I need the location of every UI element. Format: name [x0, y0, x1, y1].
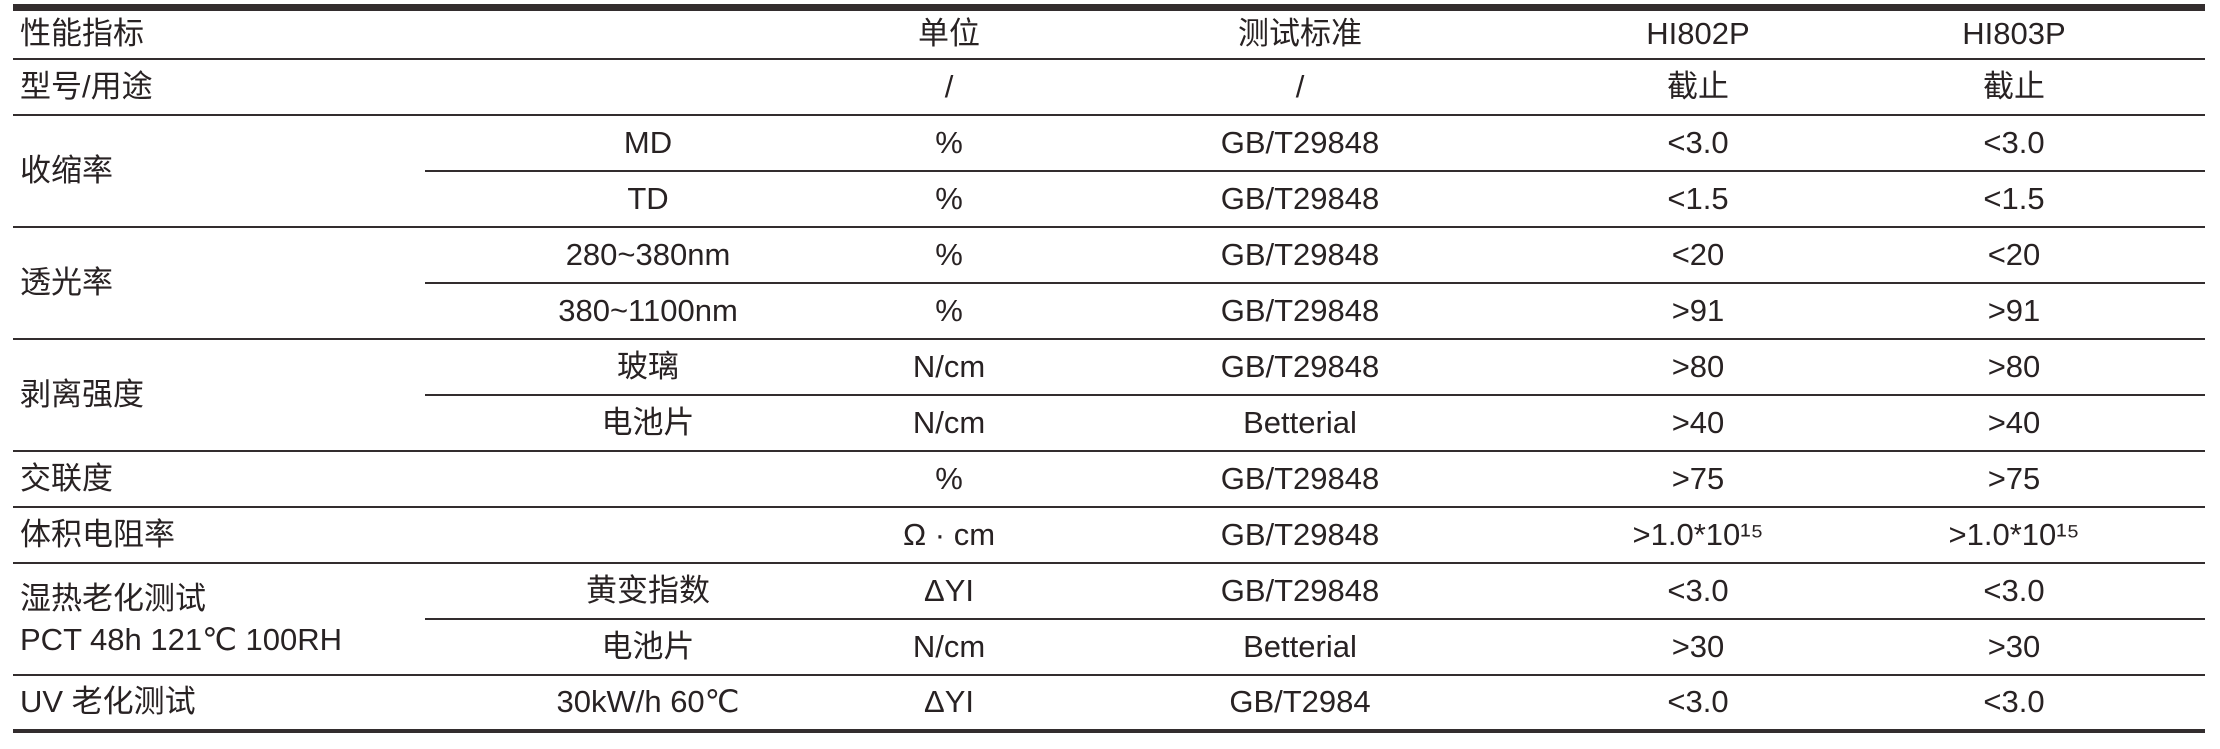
group-label-damp-heat-aging: 湿热老化测试 PCT 48h 121℃ 100RH — [13, 562, 425, 676]
cell-hi803p: <1.5 — [1823, 170, 2205, 228]
table-row: 剥离强度 玻璃 N/cm GB/T29848 >80 >80 — [13, 338, 2205, 452]
cell-standard: GB/T29848 — [1027, 170, 1573, 228]
cell-standard: GB/T29848 — [1027, 562, 1573, 620]
cell-sub: MD — [425, 114, 871, 172]
cell-standard: GB/T29848 — [1027, 114, 1573, 172]
cell-standard: / — [1027, 58, 1573, 116]
cell-label: UV 老化测试 — [20, 684, 196, 720]
cell-hi803p: >75 — [1823, 450, 2205, 508]
col-header-unit: 单位 — [871, 7, 1027, 60]
cell-hi803p: >80 — [1823, 338, 2205, 396]
cell-hi802p: <20 — [1573, 226, 1823, 284]
col-header-test-standard: 测试标准 — [1027, 7, 1573, 60]
col-header-model-hi803p: HI803P — [1823, 7, 2205, 60]
cell-hi802p: <3.0 — [1667, 684, 1729, 720]
cell-unit: % — [871, 114, 1027, 172]
cell-hi803p: <3.0 — [1983, 684, 2045, 720]
cell-hi803p: 截止 — [1823, 58, 2205, 116]
group-label-line1: 湿热老化测试 — [20, 580, 206, 616]
cell-unit: % — [871, 226, 1027, 284]
cell-sub: 30kW/h 60℃ — [556, 684, 740, 720]
cell-sub: 280~380nm — [425, 226, 871, 284]
cell-hi802p: <3.0 — [1573, 114, 1823, 172]
table-row: 交联度 % GB/T29848 >75 >75 — [13, 450, 2205, 508]
table-row: 电池片 N/cm Betterial >40 >40 — [13, 394, 2205, 452]
cell-sub: TD — [425, 170, 871, 228]
table-row: 收缩率 MD % GB/T29848 <3.0 <3.0 — [13, 114, 2205, 228]
table-row: 型号/用途 / / 截止 截止 — [13, 58, 2205, 116]
cell-standard: GB/T2984 — [1229, 684, 1371, 720]
cell-standard: GB/T29848 — [1027, 338, 1573, 396]
group-label-shrinkage: 收缩率 — [13, 114, 425, 228]
cell-hi803p: >91 — [1823, 282, 2205, 340]
cell-hi803p: <3.0 — [1823, 114, 2205, 172]
cell-hi802p: >91 — [1573, 282, 1823, 340]
spec-sheet-page: 性能指标 单位 测试标准 HI802P HI803P 型号/用途 / / 截止 … — [0, 4, 2220, 749]
cell-unit: ΔYI — [871, 562, 1027, 620]
cell-hi802p: 截止 — [1573, 58, 1823, 116]
cell-standard: GB/T29848 — [1027, 282, 1573, 340]
cell-hi802p: <1.5 — [1573, 170, 1823, 228]
table-row: 体积电阻率 Ω · cm GB/T29848 >1.0*10¹⁵ >1.0*10… — [13, 506, 2205, 564]
group-label-line2: PCT 48h 121℃ 100RH — [20, 621, 343, 657]
group-label-peel-strength: 剥离强度 — [13, 338, 425, 452]
cell-unit: N/cm — [871, 338, 1027, 396]
cell-hi803p: <20 — [1823, 226, 2205, 284]
group-label-transmittance: 透光率 — [13, 226, 425, 340]
table-row: TD % GB/T29848 <1.5 <1.5 — [13, 170, 2205, 228]
cell-label: 型号/用途 — [13, 58, 871, 116]
table-row: 380~1100nm % GB/T29848 >91 >91 — [13, 282, 2205, 340]
cell-unit: % — [871, 170, 1027, 228]
cell-hi803p: >40 — [1823, 394, 2205, 452]
cell-label: 体积电阻率 — [13, 506, 871, 564]
table-row: 湿热老化测试 PCT 48h 121℃ 100RH 黄变指数 ΔYI GB/T2… — [13, 562, 2205, 676]
cell-hi803p: >1.0*10¹⁵ — [1823, 506, 2205, 564]
cell-unit: % — [871, 282, 1027, 340]
header-row: 性能指标 单位 测试标准 HI802P HI803P — [13, 7, 2205, 60]
cell-hi802p: >40 — [1573, 394, 1823, 452]
cell-hi803p: <3.0 — [1823, 562, 2205, 620]
cell-unit: N/cm — [871, 618, 1027, 676]
cell-hi802p: >80 — [1573, 338, 1823, 396]
cell-sub: 黄变指数 — [425, 562, 871, 620]
cell-standard: GB/T29848 — [1027, 226, 1573, 284]
cell-unit: % — [871, 450, 1027, 508]
cell-unit: ΔYI — [924, 684, 974, 720]
cell-hi802p: >75 — [1573, 450, 1823, 508]
spec-table: 性能指标 单位 测试标准 HI802P HI803P 型号/用途 / / 截止 … — [13, 4, 2205, 733]
table-row: 电池片 N/cm Betterial >30 >30 — [13, 618, 2205, 676]
cell-standard: Betterial — [1027, 394, 1573, 452]
cell-hi803p: >30 — [1823, 618, 2205, 676]
cell-unit: / — [871, 58, 1027, 116]
cell-unit: Ω · cm — [871, 506, 1027, 564]
cell-unit: N/cm — [871, 394, 1027, 452]
cell-standard: Betterial — [1027, 618, 1573, 676]
cell-label: 交联度 — [13, 450, 871, 508]
table-row: UV 老化测试 30kW/h 60℃ ΔYI GB/T2984 <3.0 <3.… — [13, 675, 2205, 731]
table-row: 透光率 280~380nm % GB/T29848 <20 <20 — [13, 226, 2205, 340]
cell-standard: GB/T29848 — [1027, 506, 1573, 564]
cell-sub: 电池片 — [425, 394, 871, 452]
col-header-model-hi802p: HI802P — [1573, 7, 1823, 60]
cell-standard: GB/T29848 — [1027, 450, 1573, 508]
cell-hi802p: <3.0 — [1573, 562, 1823, 620]
cell-hi802p: >30 — [1573, 618, 1823, 676]
cell-sub: 380~1100nm — [425, 282, 871, 340]
cell-sub: 电池片 — [425, 618, 871, 676]
col-header-performance-index: 性能指标 — [13, 7, 871, 60]
cell-hi802p: >1.0*10¹⁵ — [1573, 506, 1823, 564]
cell-sub: 玻璃 — [425, 338, 871, 396]
